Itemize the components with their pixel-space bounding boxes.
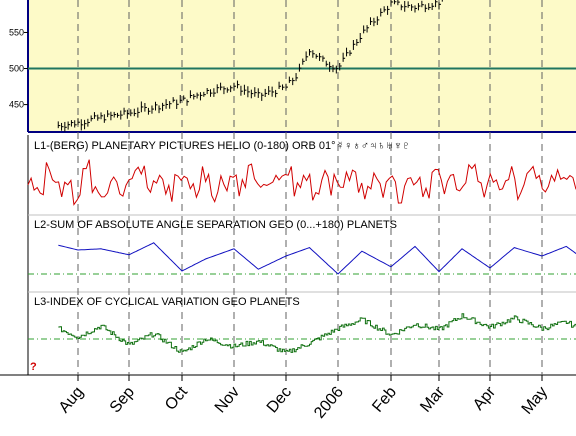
l3-label: L3-INDEX OF CYCLICAL VARIATION GEO PLANE… [34,296,300,308]
price-y-ticks: 450 500 550 [9,27,28,110]
side-question-mark: ? [30,361,37,373]
month-label-May: May [519,384,551,418]
y-tick-550: 550 [9,27,24,37]
chart-background [0,0,576,376]
l3-series-line [58,313,576,353]
month-label-Nov: Nov [212,384,243,417]
month-label-Dec: Dec [264,384,295,417]
l1-series-line [27,159,576,206]
month-label-Aug: Aug [56,384,87,417]
y-tick-450: 450 [9,100,24,110]
month-label-Oct: Oct [162,383,191,413]
month-label-Mar: Mar [417,383,448,416]
l1-planet-glyphs: ☿♀♁♂♃♄♅♆♇ [336,140,410,152]
l2-series-line [58,242,576,275]
l3-panel [28,313,576,353]
month-gridlines [77,0,543,375]
y-tick-500: 500 [9,64,24,74]
price-panel [28,0,576,132]
l2-label: L2-SUM OF ABSOLUTE ANGLE SEPARATION GEO … [34,219,397,231]
month-label-Sep: Sep [107,384,138,417]
month-label-Feb: Feb [369,384,400,416]
l1-label: L1-(BERG) PLANETARY PICTURES HELIO (0-18… [34,140,336,152]
month-axis: Aug Sep Oct Nov Dec 2006 Feb Mar Apr May [56,375,551,422]
price-background [28,0,576,132]
month-label-Apr: Apr [470,383,499,414]
l2-panel [28,242,576,275]
month-label-2006: 2006 [311,384,347,422]
l1-panel [27,159,576,206]
